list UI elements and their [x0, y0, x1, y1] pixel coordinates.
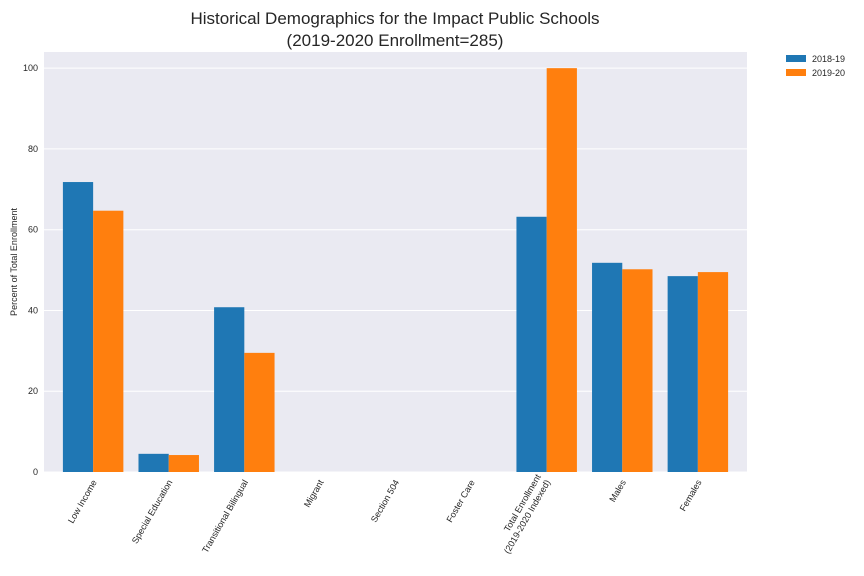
legend-swatch — [786, 69, 806, 76]
y-axis-label: Percent of Total Enrollment — [9, 208, 19, 316]
bar-2018-19 — [62, 182, 94, 473]
chart-title: Historical Demographics for the Impact P… — [190, 9, 599, 28]
bar-2018-19 — [667, 276, 698, 472]
y-tick-label: 40 — [28, 305, 38, 315]
x-tick-label: Males — [607, 478, 628, 504]
y-tick-label: 60 — [28, 225, 38, 235]
x-tick-label: Transitional Bilingual — [200, 478, 250, 555]
y-tick-label: 80 — [28, 144, 38, 154]
x-tick-label: Total Enrollment(2019-2020 Indexed) — [492, 472, 552, 555]
bar-2019-20 — [168, 455, 199, 472]
bar-2019-20 — [697, 272, 729, 472]
x-tick-label: Low Income — [66, 478, 99, 525]
legend-label: 2019-20 — [812, 68, 845, 78]
chart-subtitle: (2019-2020 Enrollment=285) — [287, 31, 504, 50]
bar-2018-19 — [214, 307, 245, 472]
legend: 2018-19 2019-20 — [786, 54, 845, 78]
x-tick-label: Special Education — [130, 478, 175, 545]
y-tick-label: 100 — [23, 63, 38, 73]
bar-2018-19 — [592, 262, 623, 472]
x-tick-label: Females — [678, 478, 704, 513]
y-tick-label: 0 — [33, 467, 38, 477]
legend-swatch — [786, 55, 806, 62]
y-tick-label: 20 — [28, 386, 38, 396]
x-tick-label: Migrant — [302, 478, 326, 509]
bar-2019-20 — [93, 210, 124, 472]
legend-label: 2018-19 — [812, 54, 845, 64]
bar-2019-20 — [622, 269, 653, 472]
bar-2018-19 — [516, 216, 547, 472]
bar-2019-20 — [244, 352, 275, 472]
x-tick-label: Foster Care — [444, 478, 476, 524]
bar-2019-20 — [546, 68, 577, 473]
bar-2018-19 — [138, 453, 169, 472]
x-tick-label: Section 504 — [369, 478, 401, 524]
